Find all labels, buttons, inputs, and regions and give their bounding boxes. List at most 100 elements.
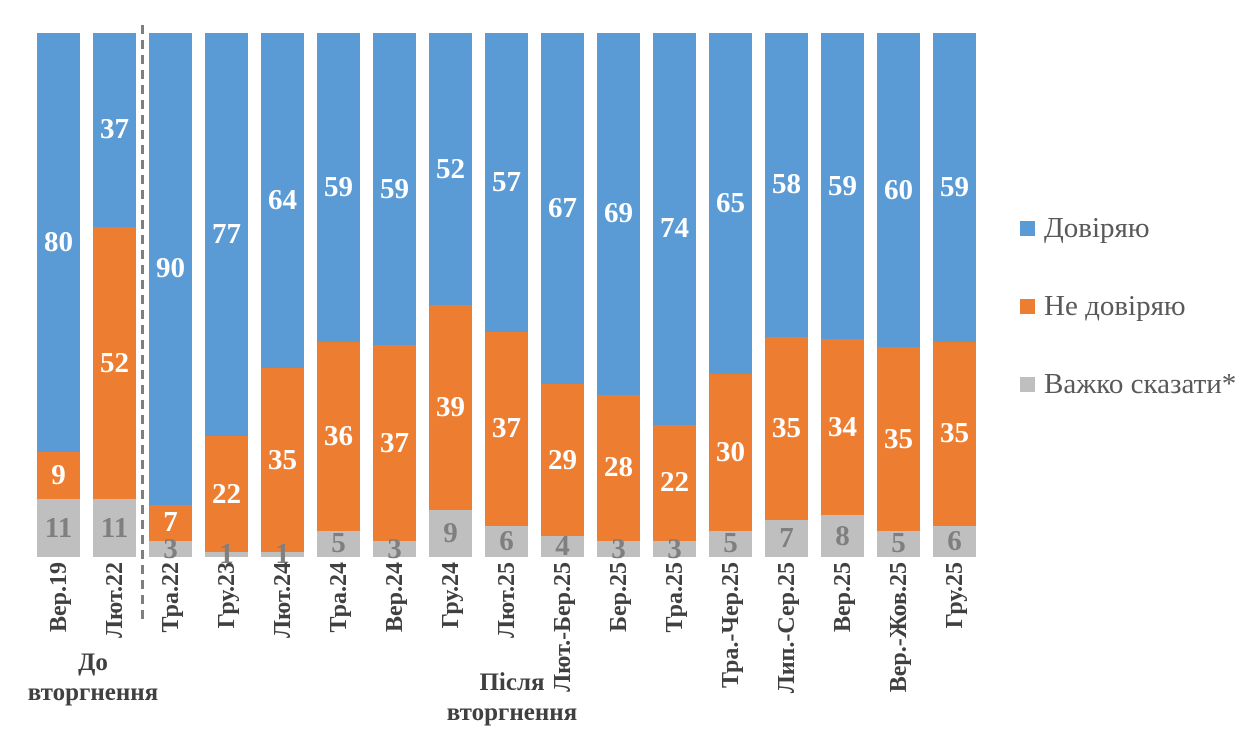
category-label: Бер.25 [605, 562, 632, 632]
bar-segment: 5 [317, 527, 360, 560]
category-label: Лют.25 [493, 562, 520, 638]
bar-column: 59 35 6 [933, 33, 976, 557]
segment-value-label: 3 [611, 532, 626, 565]
bar-column: 80 9 11 [37, 33, 80, 557]
bar-column: 59 34 8 [821, 33, 864, 557]
bar-segment: 74 [653, 33, 696, 425]
bar-segment: 6 [485, 525, 528, 557]
bar-segment: 80 [37, 33, 80, 453]
bar-segment: 52 [429, 33, 472, 306]
bar-column: 57 37 6 [485, 33, 528, 557]
bar-segment: 90 [149, 33, 192, 505]
category-label: Лют.22 [101, 562, 128, 638]
legend-label-no-trust: Не довіряю [1044, 289, 1186, 322]
bar-segment: 37 [373, 345, 416, 542]
bar-segment: 29 [541, 384, 584, 537]
segment-value-label: 3 [667, 532, 682, 565]
category-label: Вер.19 [45, 562, 72, 633]
bar-segment: 77 [205, 33, 248, 437]
bar-segment: 5 [877, 527, 920, 560]
category-label: Вер.25 [829, 562, 856, 633]
segment-value-label: 30 [716, 435, 745, 468]
segment-value-label: 65 [716, 186, 745, 219]
bar-segment: 34 [821, 339, 864, 516]
segment-value-label: 9 [51, 459, 66, 492]
bar-segment: 35 [877, 347, 920, 531]
category-label-wrap: Тра.-Чер.25 [703, 562, 759, 722]
bar-segment: 59 [373, 33, 416, 346]
category-label-wrap: Лип.-Сер.25 [759, 562, 815, 722]
category-label: Тра.24 [325, 562, 352, 633]
bar-segment: 57 [485, 33, 528, 332]
segment-value-label: 5 [891, 527, 906, 560]
segment-value-label: 52 [100, 346, 129, 379]
bar-segment: 37 [93, 33, 136, 227]
bar-segment: 7 [149, 504, 192, 542]
bar-segment: 22 [653, 424, 696, 542]
segment-value-label: 1 [219, 537, 234, 570]
bar-segment: 60 [877, 33, 920, 348]
bar-column: 58 35 7 [765, 33, 808, 557]
bar-segment: 36 [317, 342, 360, 531]
category-label-wrap: Тра.25 [647, 562, 703, 722]
bar-column: 59 37 3 [373, 33, 416, 563]
category-label: Гру.25 [941, 562, 968, 629]
segment-value-label: 36 [324, 419, 353, 452]
segment-value-label: 80 [44, 226, 73, 259]
legend-swatch-trust-icon [1020, 220, 1035, 236]
bar-column: 67 29 4 [541, 33, 584, 561]
legend-label-hard-to-say: Важко сказати* [1044, 367, 1237, 400]
segment-value-label: 35 [772, 412, 801, 445]
bar-segment: 3 [597, 534, 640, 563]
category-label-wrap: Гру.25 [927, 562, 983, 722]
bar-segment: 59 [821, 33, 864, 340]
bar-segment: 22 [205, 436, 248, 552]
bar-segment: 35 [933, 342, 976, 526]
segment-value-label: 7 [779, 522, 794, 555]
bar-segment: 28 [597, 394, 640, 542]
category-label: Гру.23 [213, 562, 240, 629]
segment-value-label: 64 [268, 184, 297, 217]
segment-value-label: 35 [268, 443, 297, 476]
segment-value-label: 1 [275, 537, 290, 570]
legend-item-trust: Довіряю [1020, 211, 1150, 245]
legend-item-hard-to-say: Важко сказати* [1020, 367, 1236, 401]
bar-segment: 35 [765, 336, 808, 521]
bar-column: 52 39 9 [429, 33, 472, 557]
segment-value-label: 52 [436, 152, 465, 185]
segment-value-label: 22 [212, 477, 241, 510]
category-label: Лют.24 [269, 562, 296, 638]
bar-segment: 69 [597, 33, 640, 395]
legend-swatch-hard-to-say-icon [1020, 376, 1035, 392]
category-label: Гру.24 [437, 562, 464, 629]
annotation-before-invasion: До вторгнення [0, 648, 203, 708]
annotation-after-line1: Після [479, 669, 545, 696]
bar-segment: 67 [541, 33, 584, 385]
segment-value-label: 90 [156, 252, 185, 285]
segment-value-label: 60 [884, 173, 913, 206]
bar-segment: 4 [541, 532, 584, 561]
segment-value-label: 35 [884, 422, 913, 455]
segment-value-label: 29 [548, 443, 577, 476]
segment-value-label: 34 [828, 410, 857, 443]
bar-segment: 5 [709, 527, 752, 560]
category-label: Лип.-Сер.25 [773, 562, 800, 694]
category-label: Вер.24 [381, 562, 408, 633]
segment-value-label: 11 [100, 511, 129, 544]
bar-segment: 6 [933, 525, 976, 557]
bar-segment: 37 [485, 331, 528, 526]
bar-column: 64 35 1 [261, 33, 304, 568]
segment-value-label: 5 [723, 527, 738, 560]
category-label: Тра.-Чер.25 [717, 562, 744, 689]
bar-segment: 1 [205, 539, 248, 568]
category-label-wrap: Лют.24 [255, 562, 311, 722]
bar-segment: 3 [373, 534, 416, 563]
bar-column: 90 7 3 [149, 33, 192, 563]
category-label-wrap: Гру.23 [199, 562, 255, 722]
bar-column: 60 35 5 [877, 33, 920, 560]
segment-value-label: 37 [380, 426, 409, 459]
segment-value-label: 35 [940, 417, 969, 450]
segment-value-label: 39 [436, 391, 465, 424]
segment-value-label: 5 [331, 527, 346, 560]
